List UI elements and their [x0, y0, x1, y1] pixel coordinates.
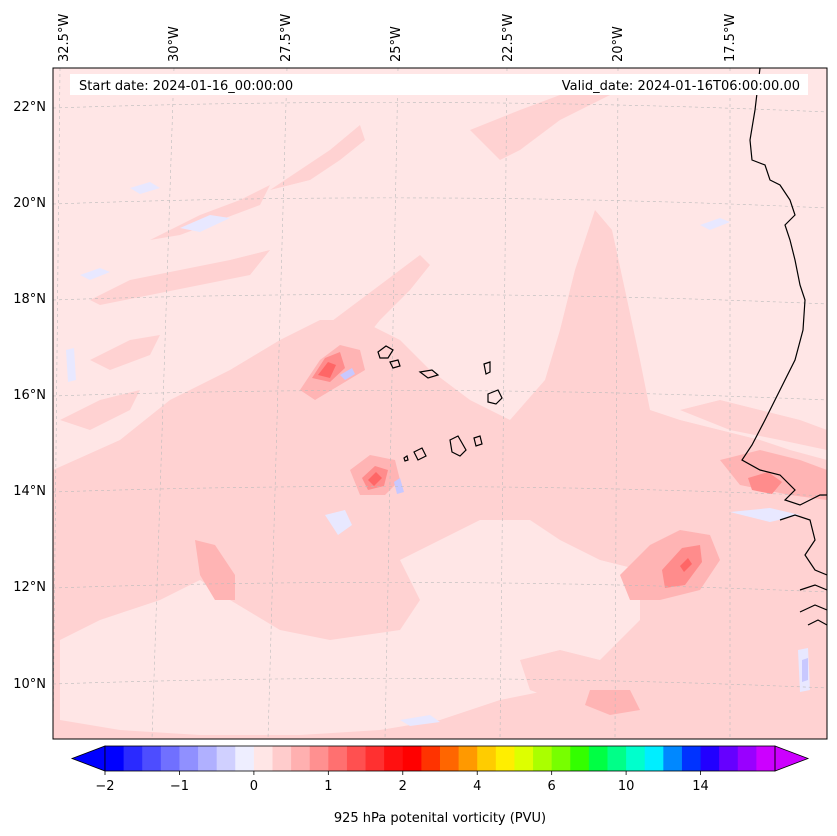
- colorbar-segment: [198, 746, 218, 771]
- lon-label-32-5w: 32.5°W: [57, 14, 72, 62]
- colorbar-tick-label: 0: [250, 779, 258, 794]
- colorbar-segment: [756, 746, 776, 771]
- colorbar-segment: [105, 746, 125, 771]
- colorbar-segment: [253, 746, 273, 771]
- cape-verde-islands: [377, 345, 503, 462]
- colorbar-segment: [160, 746, 180, 771]
- colorbar-segment: [440, 746, 460, 771]
- pv-contour-peak: [318, 362, 692, 572]
- lat-label-12n: 12°N: [13, 580, 46, 595]
- colorbar-segment: [328, 746, 348, 771]
- colorbar-segment: [123, 746, 143, 771]
- colorbar-segment: [551, 746, 571, 771]
- coastline: [741, 68, 827, 626]
- colorbar-segment: [570, 746, 590, 771]
- pv-contour-negative-mid: [340, 368, 808, 682]
- colorbar-segment: [291, 746, 311, 771]
- colorbar-tick-label: 10: [618, 779, 635, 794]
- colorbar-segment: [644, 746, 664, 771]
- lon-label-20w: 20°W: [611, 26, 626, 62]
- colorbar-segment: [681, 746, 702, 771]
- lat-label-20n: 20°N: [13, 196, 46, 211]
- latitude-labels: 22°N 20°N 18°N 16°N 14°N 12°N 10°N: [13, 100, 46, 692]
- colorbar-segment: [142, 746, 162, 771]
- lat-label-22n: 22°N: [13, 100, 46, 115]
- colorbar-segment: [235, 746, 255, 771]
- colorbar-segment: [495, 746, 515, 771]
- colorbar-segment: [309, 746, 329, 771]
- colorbar-tick-label: 1: [324, 779, 332, 794]
- colorbar-tick-label: −1: [170, 779, 189, 794]
- colorbar: −2 −1 0 1 2 4 6 10 14: [70, 745, 810, 794]
- valid-date-label: Valid_date: 2024-01-16T06:00:00.00: [562, 79, 800, 94]
- lat-label-10n: 10°N: [13, 677, 46, 692]
- colorbar-segment: [514, 746, 534, 771]
- start-date-label: Start date: 2024-01-16_00:00:00: [79, 79, 293, 94]
- colorbar-segment: [737, 746, 757, 771]
- colorbar-tick-label: 6: [548, 779, 556, 794]
- lon-label-17-5w: 17.5°W: [723, 14, 738, 62]
- colorbar-segment: [477, 746, 497, 771]
- colorbar-segment: [402, 746, 422, 771]
- header-band: [70, 74, 808, 95]
- lat-label-18n: 18°N: [13, 292, 46, 307]
- lat-label-16n: 16°N: [13, 388, 46, 403]
- colorbar-extend-low: [70, 745, 106, 772]
- lon-label-22-5w: 22.5°W: [501, 14, 516, 62]
- colorbar-segment: [663, 746, 683, 771]
- colorbar-tick-label: 14: [692, 779, 709, 794]
- colorbar-segment: [700, 746, 720, 771]
- colorbar-tick-label: 2: [399, 779, 407, 794]
- map-area: [53, 68, 827, 739]
- colorbar-border: [104, 745, 776, 772]
- lon-label-27-5w: 27.5°W: [279, 14, 294, 62]
- colorbar-segment: [346, 746, 367, 771]
- colorbar-tick-label: −2: [95, 779, 114, 794]
- colorbar-segment: [365, 746, 385, 771]
- lon-label-25w: 25°W: [389, 26, 404, 62]
- colorbar-extend-high: [774, 745, 810, 772]
- longitude-labels: 32.5°W 30°W 27.5°W 25°W 22.5°W 20°W 17.5…: [57, 14, 738, 62]
- colorbar-segment: [588, 746, 608, 771]
- colorbar-segment: [533, 746, 553, 771]
- colorbar-segment: [719, 746, 739, 771]
- colorbar-segment: [458, 746, 478, 771]
- colorbar-segment: [179, 746, 199, 771]
- colorbar-segment: [384, 746, 404, 771]
- colorbar-segment: [216, 746, 236, 771]
- lon-label-30w: 30°W: [167, 26, 182, 62]
- colorbar-title: 925 hPa potenital vorticity (PVU): [334, 811, 546, 826]
- colorbar-segment: [421, 746, 441, 771]
- graticule: [53, 68, 827, 739]
- colorbar-segments: [70, 745, 810, 772]
- colorbar-segment: [272, 746, 292, 771]
- colorbar-ticks: −2 −1 0 1 2 4 6 10 14: [95, 771, 709, 794]
- colorbar-segment: [607, 746, 627, 771]
- colorbar-tick-label: 4: [473, 779, 481, 794]
- map-frame: [52, 67, 828, 740]
- colorbar-segment: [626, 746, 646, 771]
- lat-label-14n: 14°N: [13, 484, 46, 499]
